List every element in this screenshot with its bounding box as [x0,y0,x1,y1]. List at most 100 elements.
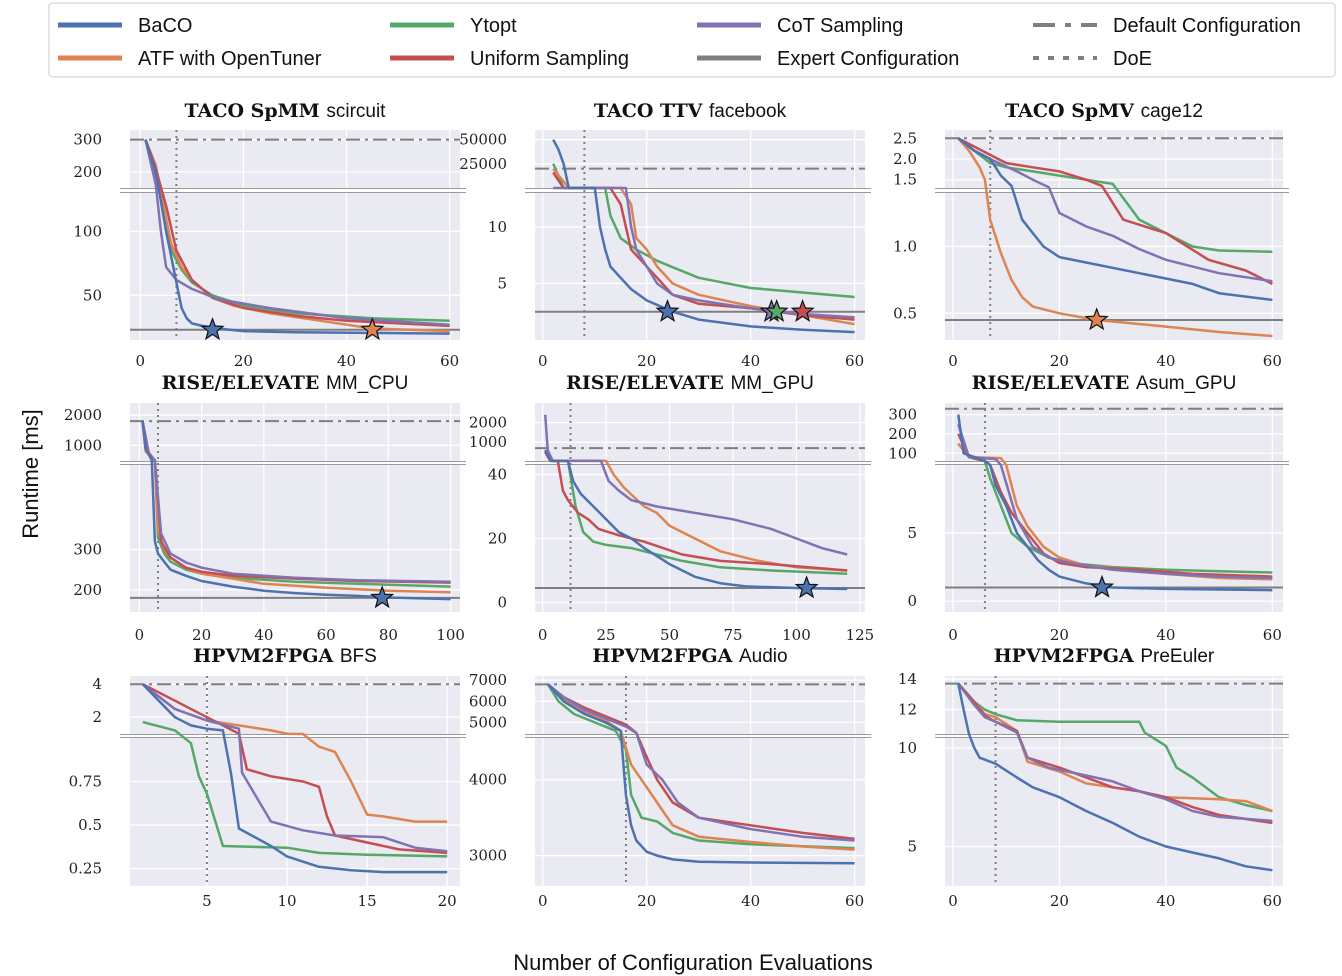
x-tick-label: 25 [597,626,616,644]
panel-title-rest: Audio [739,646,788,667]
x-tick-label: 80 [379,626,398,644]
plot-area-lower [945,193,1283,340]
x-tick-label: 20 [234,352,253,370]
x-tick-label: 60 [317,626,336,644]
y-tick-label: 300 [73,541,102,559]
y-tick-label: 0 [907,592,917,610]
x-tick-label: 0 [948,626,958,644]
series-line-baco [544,449,848,591]
x-tick-label: 125 [846,626,875,644]
chart-panel: 0 20 40 60 1.5 2.0 2.5 0.5 1.0 TACO SpMV cage12 [893,100,1289,370]
chart-panel: 0 20 40 60 5000 6000 7000 3000 4000 HPVM2FPGA Aud… [469,645,871,910]
x-tick-label: 60 [1263,626,1282,644]
series-line-atf-opentuner [957,137,1273,338]
series-line-baco [957,683,1273,872]
y-tick-label: 10 [488,218,507,236]
panel-title: RISE/ELEVATE MM_GPU [566,372,814,394]
panel-title-bold: TACO SpMM [185,100,327,122]
panel-title-bold: RISE/ELEVATE [566,372,730,394]
panel-title-bold: TACO SpMV [1005,100,1141,122]
x-tick-label: 60 [845,892,864,910]
series-line-cot-sampling [957,423,1273,580]
y-tick-label: 300 [73,131,102,149]
y-tick-label: 200 [888,425,917,443]
panel-title-rest: cage12 [1141,101,1203,122]
y-tick-label: 2000 [469,414,507,432]
panel-title-rest: PreEuler [1140,646,1215,667]
x-tick-label: 40 [254,626,273,644]
y-tick-label: 14 [898,670,917,688]
series-line-baco [957,414,1273,592]
y-tick-label: 100 [888,444,917,462]
plot-content [945,130,1283,340]
y-tick-label: 0.5 [893,304,917,322]
x-tick-label: 60 [1263,892,1282,910]
panel-title: RISE/ELEVATE MM_CPU [162,372,409,394]
y-tick-label: 5 [907,524,917,542]
series-line-cot-sampling [547,683,855,842]
panel-title: HPVM2FPGA PreEuler [994,645,1215,667]
x-tick-label: 20 [1050,626,1069,644]
star-marker [764,298,789,322]
x-tick-label: 10 [277,892,296,910]
panel-title-rest: MM_CPU [326,373,408,394]
star-marker [1089,574,1115,598]
series-line-baco [552,139,855,334]
plot-area-upper [130,403,460,461]
legend-label: DoE [1113,48,1152,70]
series-line-baco [141,420,451,601]
y-tick-label: 200 [73,163,102,181]
plot-area-upper [535,676,865,734]
y-tick-label: 5 [907,838,917,856]
legend-label: Ytopt [470,15,517,37]
star-marker [370,585,395,609]
panel-title-bold: TACO TTV [594,100,709,122]
y-tick-label: 50 [83,286,102,304]
series-line-uniform-sampling [144,139,450,328]
y-tick-label: 1.5 [893,171,917,189]
x-tick-label: 100 [782,626,811,644]
y-tick-label: 5000 [469,713,507,731]
legend-label: CoT Sampling [777,15,903,37]
series-line-uniform-sampling [142,683,448,855]
star-marker [1084,307,1109,331]
series-line-baco [144,139,450,335]
plot-content [945,676,1283,886]
y-tick-label: 4000 [469,771,507,789]
y-tick-label: 10 [898,739,917,757]
legend-frame [48,2,1336,78]
series-line-ytopt [957,682,1273,813]
panel-title: TACO TTV facebook [594,100,787,122]
panel-title-bold: HPVM2FPGA [193,645,340,667]
plot-area-upper [945,403,1283,461]
y-tick-label: 3000 [469,847,507,865]
panel-title-bold: RISE/ELEVATE [162,372,326,394]
legend-label: Expert Configuration [777,48,959,70]
x-axis-label: Number of Configuration Evaluations [513,950,873,975]
star-marker [360,317,385,341]
chart-panel: 0 20 40 60 200 300 50 100 TACO SpMM scircuit [73,100,466,370]
x-tick-label: 60 [440,352,459,370]
star-marker [200,317,225,341]
y-tick-label: 20 [488,530,507,548]
y-tick-label: 1000 [469,433,507,451]
y-tick-label: 25000 [459,155,507,173]
panel-title: HPVM2FPGA BFS [193,645,377,667]
panel-title-rest: facebook [709,101,787,122]
y-tick-label: 0.75 [69,773,102,791]
y-tick-label: 300 [888,406,917,424]
y-tick-label: 200 [73,581,102,599]
plot-content [535,130,865,340]
panel-title-rest: Asum_GPU [1136,373,1236,394]
x-tick-label: 20 [637,352,656,370]
legend-label: Default Configuration [1113,15,1301,37]
x-tick-label: 0 [948,352,958,370]
x-tick-label: 0 [136,352,146,370]
panel-title-bold: HPVM2FPGA [994,645,1141,667]
panel-title-rest: scircuit [326,101,386,122]
panel-title-bold: HPVM2FPGA [592,645,739,667]
y-tick-label: 6000 [469,692,507,710]
y-tick-label: 50000 [459,131,507,149]
plot-content [130,676,460,886]
